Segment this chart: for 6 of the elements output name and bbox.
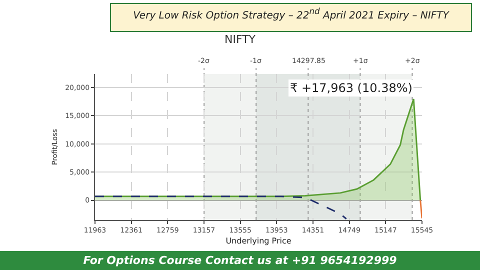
chart-subtitle: NIFTY [224, 32, 256, 46]
chart-title: Very Low Risk Option Strategy – 22$^{nd}$ April 2021 Expiry – NIFTY [110, 3, 472, 32]
line-series [95, 196, 348, 220]
text: For Options Course Contact us at +91 9654192999 [0, 251, 480, 270]
annotation: ₹ +17,963 (10.38%) [290, 81, 412, 95]
x-axis-title: Underlying Price [226, 236, 292, 246]
